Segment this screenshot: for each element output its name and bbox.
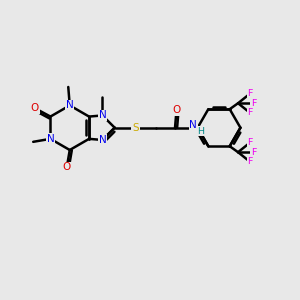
- Text: F: F: [247, 108, 253, 117]
- Text: N: N: [99, 110, 106, 120]
- Text: N: N: [99, 135, 106, 145]
- Text: S: S: [132, 123, 139, 133]
- Text: F: F: [247, 138, 253, 147]
- Text: F: F: [251, 148, 256, 157]
- Text: O: O: [172, 105, 181, 115]
- Text: F: F: [251, 99, 256, 108]
- Text: N: N: [46, 134, 54, 144]
- Text: F: F: [247, 157, 253, 166]
- Text: F: F: [247, 89, 253, 98]
- Text: O: O: [31, 103, 39, 113]
- Text: N: N: [66, 100, 74, 110]
- Text: H: H: [197, 127, 204, 136]
- Text: N: N: [189, 120, 197, 130]
- Text: O: O: [63, 162, 71, 172]
